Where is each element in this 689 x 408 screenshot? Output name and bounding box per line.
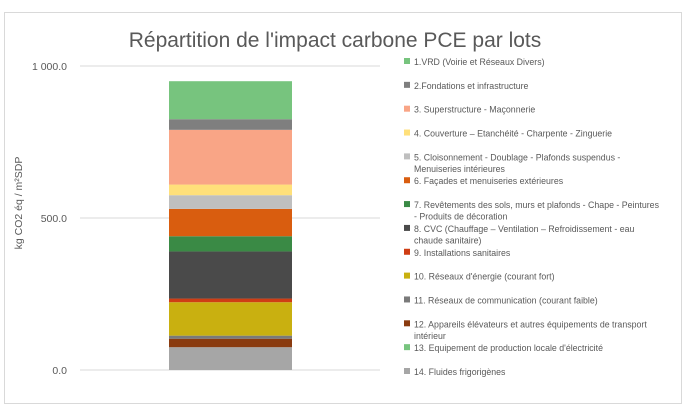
legend-swatch-6: [404, 177, 410, 184]
bar-segment-9: [169, 298, 292, 303]
legend-label-1: 1.VRD (Voirie et Réseaux Divers): [414, 57, 545, 67]
legend-label-8: 8. CVC (Chauffage – Ventilation – Refroi…: [414, 224, 634, 246]
legend-label-11: 11. Réseaux de communication (courant fa…: [414, 295, 598, 305]
legend-swatch-9: [404, 248, 410, 255]
legend-label-6: 6. Façades et menuiseries extérieures: [414, 176, 564, 186]
bar-segment-10: [169, 302, 292, 336]
y-tick-label: 1 000.0: [32, 61, 67, 73]
legend-label-5: 5. Cloisonnement - Doublage - Plafonds s…: [414, 152, 620, 174]
legend-swatch-1: [404, 58, 410, 64]
bar-segment-4: [169, 184, 292, 196]
chart-frame: [4, 12, 682, 404]
legend-swatch-4: [404, 129, 410, 136]
bar-segment-1: [169, 81, 292, 120]
chart-title: Répartition de l'impact carbone PCE par …: [129, 29, 542, 52]
bar-segment-7: [169, 236, 292, 252]
legend-label-12: 12. Appareils élévateurs et autres équip…: [414, 319, 647, 341]
legend-swatch-8: [404, 224, 410, 231]
bar-segment-5: [169, 195, 292, 209]
y-tick-label: 500.0: [41, 213, 67, 225]
legend-swatch-2: [404, 81, 410, 88]
legend-swatch-12: [404, 320, 410, 327]
legend-label-4: 4. Couverture – Etanchéité - Charpente -…: [414, 129, 612, 139]
legend-label-7: 7. Revêtements des sols, murs et plafond…: [414, 200, 660, 222]
bar-segment-3: [169, 129, 292, 185]
legend-label-3: 3. Superstructure - Maçonnerie: [414, 105, 535, 115]
y-axis-label: kg CO2 éq / m²SDP: [13, 157, 25, 250]
bar-segment-14: [169, 347, 292, 370]
bar-segment-11: [169, 335, 292, 339]
legend-swatch-3: [404, 105, 410, 112]
legend-label-14: 14. Fluides frigorigènes: [414, 367, 506, 377]
legend-label-10: 10. Réseaux d'énergie (courant fort): [414, 272, 555, 282]
legend-label-13: 13. Equipement de production locale d'él…: [414, 343, 603, 353]
legend-swatch-5: [404, 153, 410, 160]
legend-swatch-7: [404, 201, 410, 208]
legend-swatch-13: [404, 344, 410, 351]
legend-label-9: 9. Installations sanitaires: [414, 248, 511, 258]
bar-segment-8: [169, 251, 292, 299]
legend-label-2: 2.Fondations et infrastructure: [414, 81, 529, 91]
bar-segment-6: [169, 208, 292, 237]
bar-segment-2: [169, 119, 292, 130]
legend-swatch-10: [404, 272, 410, 279]
y-tick-label: 0.0: [52, 365, 67, 377]
legend-swatch-11: [404, 296, 410, 303]
legend-swatch-14: [404, 368, 410, 374]
bar-segment-12: [169, 338, 292, 348]
